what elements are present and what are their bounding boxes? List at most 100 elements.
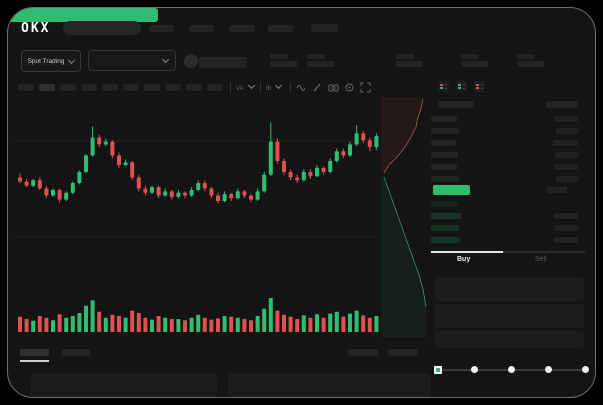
bottom-tab-underline xyxy=(20,360,49,362)
stat-value xyxy=(307,61,334,67)
price-bar xyxy=(431,152,458,158)
nav-item-5[interactable] xyxy=(311,24,338,32)
orderbook-ask-row[interactable] xyxy=(431,161,578,173)
book-asks-icon[interactable] xyxy=(474,81,485,92)
amount-bar xyxy=(554,225,578,231)
orderbook-ask-row[interactable] xyxy=(431,125,578,137)
orderbook-bid-row[interactable] xyxy=(431,234,578,246)
wave-indicator-icon[interactable] xyxy=(296,82,307,93)
orderbook-ask-row[interactable] xyxy=(431,137,578,149)
bottom-panel-right xyxy=(228,373,431,397)
stat-label xyxy=(270,54,288,59)
slider-stop[interactable] xyxy=(471,366,478,373)
timeframe-button-10[interactable] xyxy=(207,84,223,91)
bottom-tab-active[interactable] xyxy=(20,349,49,356)
search-input[interactable] xyxy=(63,21,141,35)
okx-logo: OKX xyxy=(21,21,51,36)
stat-label xyxy=(307,54,325,59)
nav-item-2[interactable] xyxy=(189,25,214,32)
divider xyxy=(230,82,231,93)
orderbook-ask-row[interactable] xyxy=(431,149,578,161)
bottom-tab-2[interactable] xyxy=(61,349,91,356)
timeframe-button-1[interactable] xyxy=(18,84,34,91)
amount-bar xyxy=(553,140,578,146)
fullscreen-icon[interactable] xyxy=(360,82,371,93)
book-split-icon[interactable] xyxy=(438,81,449,92)
amount-bar xyxy=(556,128,578,134)
chart-type-dropdown[interactable]: VA xyxy=(236,81,255,92)
price-bar xyxy=(431,225,459,231)
timeframe-button-2[interactable] xyxy=(39,84,55,91)
orderbook-ask-row[interactable] xyxy=(431,113,578,125)
price-bar xyxy=(431,213,461,219)
stat-label xyxy=(461,54,479,59)
last-price-amount xyxy=(547,187,567,193)
stat-value xyxy=(396,61,423,67)
market-type-label: Spot Trading xyxy=(27,57,65,65)
stat-value xyxy=(461,61,488,67)
pair-name-placeholder xyxy=(199,57,247,68)
book-bids-icon[interactable] xyxy=(456,81,467,92)
tab-sell[interactable]: Sell xyxy=(535,256,547,263)
slider-stop[interactable] xyxy=(582,366,589,373)
chevron-down-icon xyxy=(161,55,170,64)
buy-tab-indicator xyxy=(431,251,503,253)
price-bar xyxy=(431,201,458,207)
candlestick-chart[interactable] xyxy=(15,97,381,249)
timeframe-button-6[interactable] xyxy=(123,84,139,91)
amount-bar xyxy=(554,164,578,170)
price-bar xyxy=(431,164,457,170)
depth-chart[interactable] xyxy=(381,97,431,337)
amount-bar xyxy=(554,116,578,122)
price-bar xyxy=(431,128,459,134)
nav-item-4[interactable] xyxy=(268,25,293,32)
nav-item-3[interactable] xyxy=(229,25,255,32)
nav-item-1[interactable] xyxy=(149,25,174,32)
buy-button[interactable] xyxy=(8,8,158,22)
settings-icon[interactable] xyxy=(344,82,355,93)
amount-bar xyxy=(554,237,578,243)
timeframe-button-3[interactable] xyxy=(60,84,76,91)
coin-avatar xyxy=(184,54,198,68)
chevron-down-icon xyxy=(68,56,76,64)
price-bar xyxy=(431,140,456,146)
stat-value xyxy=(517,61,544,67)
stat-value xyxy=(270,61,297,67)
price-field[interactable] xyxy=(434,277,584,301)
divider xyxy=(290,82,291,93)
total-field[interactable] xyxy=(434,331,584,348)
orderbook-bid-row[interactable] xyxy=(431,222,578,234)
amount-bar xyxy=(554,213,578,219)
volume-chart xyxy=(18,298,379,332)
bottom-action-2[interactable] xyxy=(388,349,418,356)
timeframe-button-8[interactable] xyxy=(165,84,181,91)
tab-buy[interactable]: Buy xyxy=(457,256,471,263)
orderbook-bid-row[interactable] xyxy=(431,210,578,222)
divider xyxy=(260,82,261,93)
orderbook-bid-row[interactable] xyxy=(431,198,578,210)
orderbook-header-amount xyxy=(546,101,578,108)
bottom-panel-left xyxy=(31,373,217,397)
camera-icon[interactable] xyxy=(328,82,339,93)
amount-field[interactable] xyxy=(434,304,584,328)
slider-stop[interactable] xyxy=(508,366,515,373)
indicator-dropdown[interactable]: Ib xyxy=(266,81,283,92)
slider-stop[interactable] xyxy=(545,366,552,373)
app-window: OKX Spot Trading VA Ib B xyxy=(7,7,596,398)
draw-icon[interactable] xyxy=(312,82,323,93)
last-price-badge[interactable] xyxy=(433,185,470,195)
timeframe-button-5[interactable] xyxy=(102,84,118,91)
bottom-action-1[interactable] xyxy=(348,349,379,356)
orderbook-header-price xyxy=(438,101,474,108)
market-type-selector[interactable]: Spot Trading xyxy=(21,50,81,72)
timeframe-button-9[interactable] xyxy=(186,84,202,91)
timeframe-button-4[interactable] xyxy=(81,84,97,91)
price-bar xyxy=(431,176,459,182)
stat-label xyxy=(396,54,414,59)
orderbook-bids xyxy=(431,198,578,246)
slider-handle[interactable] xyxy=(434,366,442,374)
orderbook-asks xyxy=(431,113,578,185)
pair-selector[interactable] xyxy=(88,50,176,71)
orderbook-ask-row[interactable] xyxy=(431,173,578,185)
timeframe-button-7[interactable] xyxy=(144,84,160,91)
